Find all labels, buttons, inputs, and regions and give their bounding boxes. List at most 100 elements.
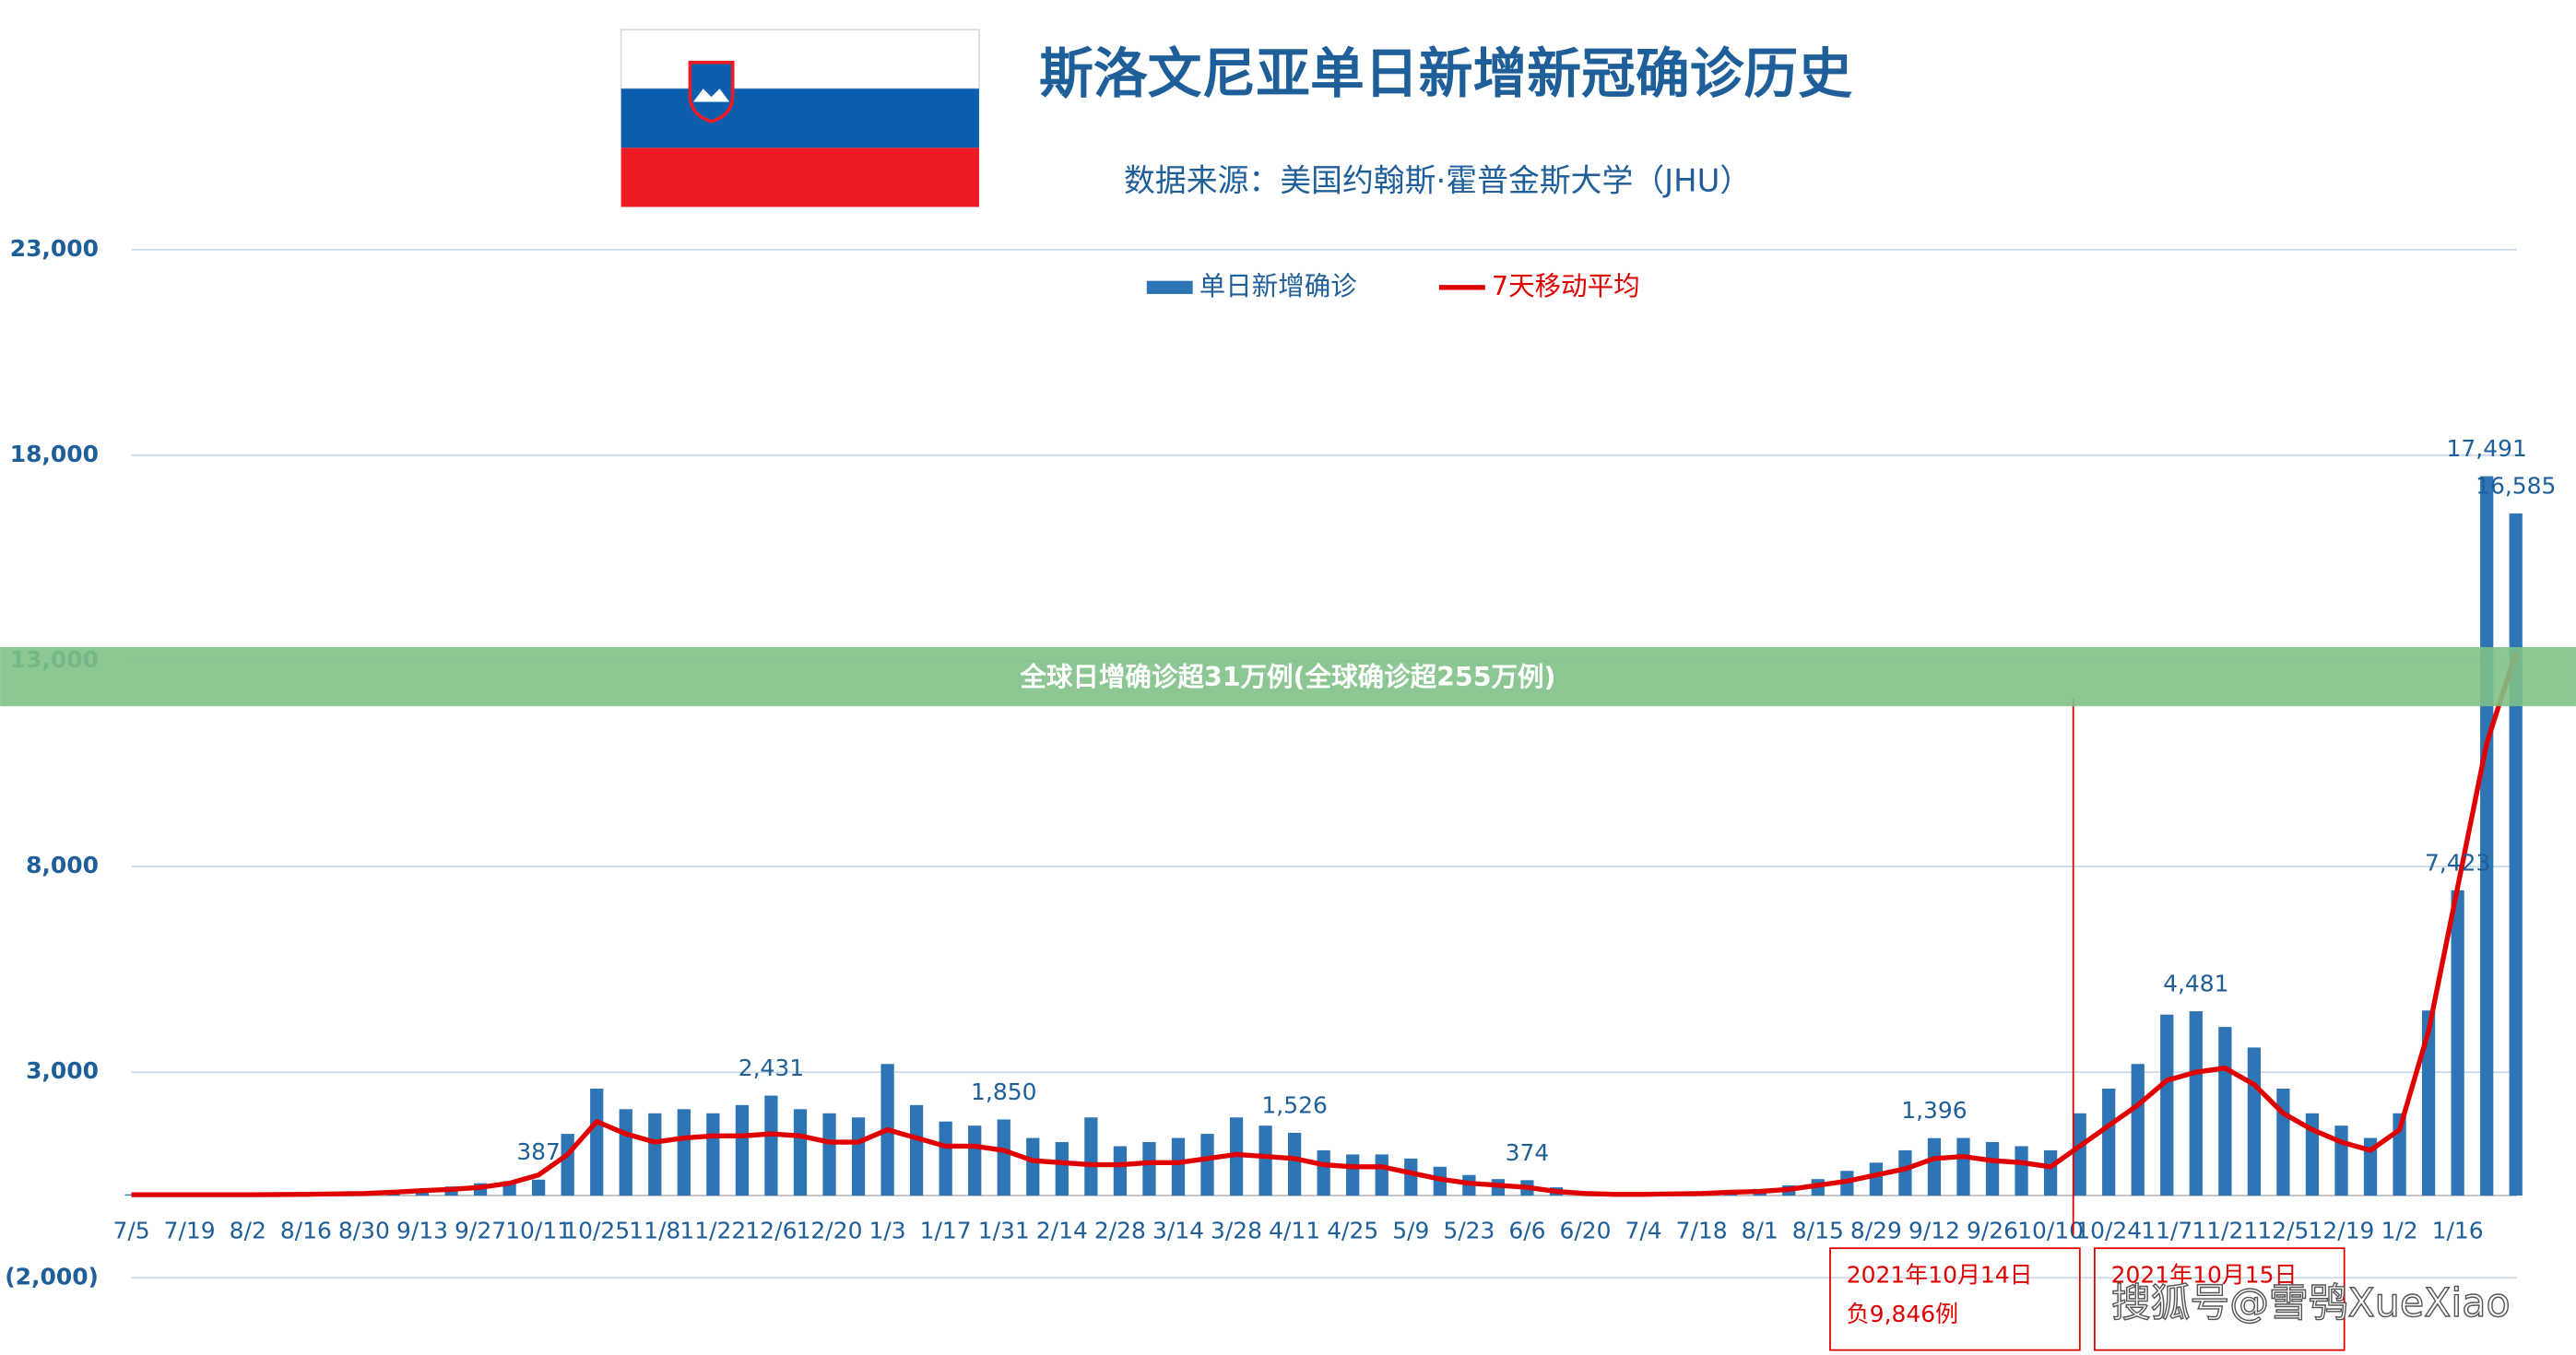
bar [677, 1109, 691, 1196]
bar [1956, 1137, 1970, 1196]
bar [1869, 1162, 1884, 1196]
bar [939, 1121, 952, 1196]
x-tick-label: 11/21 [2192, 1217, 2258, 1243]
y-tick-label: 8,000 [26, 852, 99, 878]
annotation-box [1829, 1247, 2081, 1351]
x-tick-label: 1/31 [978, 1217, 1030, 1243]
bar [910, 1104, 924, 1196]
data-label: 374 [1506, 1139, 1550, 1166]
bar [2276, 1089, 2290, 1196]
bar [793, 1109, 808, 1196]
x-tick-label: 3/14 [1152, 1217, 1204, 1243]
x-tick-label: 9/26 [1967, 1217, 2018, 1243]
bar [2218, 1027, 2232, 1196]
bar [2451, 890, 2464, 1196]
legend-swatch [1146, 280, 1193, 294]
y-tick-label: 18,000 [10, 441, 99, 467]
x-tick-label: 8/2 [230, 1217, 266, 1243]
data-label: 1,850 [971, 1078, 1036, 1105]
bar [2247, 1047, 2262, 1196]
x-tick-label: 3/28 [1211, 1217, 1262, 1243]
chart-title: 斯洛文尼亚单日新增新冠确诊历史 [1039, 41, 1852, 105]
bar [2363, 1137, 2378, 1196]
bar [1404, 1158, 1418, 1196]
x-tick-label: 1/2 [2381, 1217, 2418, 1243]
bar [1084, 1117, 1098, 1196]
x-tick-label: 5/23 [1443, 1217, 1495, 1243]
x-tick-label: 5/9 [1392, 1217, 1429, 1243]
bar [2131, 1064, 2145, 1196]
chart-subtitle: 数据来源：美国约翰斯·霍普金斯大学（JHU） [1124, 162, 1751, 198]
bar [648, 1113, 662, 1196]
x-tick-label: 7/4 [1625, 1217, 1662, 1243]
x-tick-label: 8/1 [1742, 1217, 1778, 1243]
flag [620, 29, 980, 207]
x-tick-label: 12/5 [2257, 1217, 2309, 1243]
bar [1113, 1146, 1128, 1196]
data-label: 4,481 [2163, 971, 2228, 997]
bar [2305, 1113, 2320, 1196]
x-tick-label: 10/25 [563, 1217, 630, 1243]
bar [1258, 1125, 1272, 1196]
x-tick-label: 9/13 [396, 1217, 448, 1243]
watermark: 搜狐号@雪鸮XueXiao [2111, 1280, 2511, 1326]
x-tick-label: 4/25 [1327, 1217, 1378, 1243]
bar [822, 1113, 836, 1196]
bar [851, 1117, 866, 1196]
bar [2189, 1011, 2203, 1196]
bar [2073, 1113, 2086, 1196]
bar [1927, 1137, 1942, 1196]
banner-bar [0, 647, 2576, 707]
bar [1171, 1137, 1186, 1196]
x-tick-label: 7/19 [164, 1217, 216, 1243]
x-tick-label: 1/17 [920, 1217, 972, 1243]
x-tick-label: 9/27 [455, 1217, 506, 1243]
y-tick-label: 23,000 [10, 235, 99, 262]
bar [532, 1179, 546, 1196]
legend-label: 7天移动平均 [1492, 271, 1640, 301]
x-tick-label: 12/20 [797, 1217, 863, 1243]
bar [2480, 476, 2494, 1196]
data-label: 16,585 [2476, 473, 2556, 500]
bar [1026, 1137, 1040, 1196]
x-tick-label: 12/19 [2309, 1217, 2375, 1243]
x-tick-label: 6/20 [1560, 1217, 1612, 1243]
bar [2102, 1089, 2116, 1196]
data-label: 17,491 [2447, 435, 2527, 462]
data-label: 1,396 [1901, 1097, 1967, 1124]
legend-label: 单日新增确诊 [1199, 271, 1357, 301]
bar [2421, 1010, 2436, 1196]
x-tick-label: 6/6 [1508, 1217, 1545, 1243]
bar [2509, 513, 2523, 1196]
bar [1317, 1149, 1330, 1196]
annotation: 负9,846例 [1847, 1301, 1958, 1327]
data-label: 2,431 [739, 1055, 804, 1081]
data-label: 1,526 [1261, 1091, 1327, 1118]
bar [1288, 1132, 1302, 1196]
x-tick-label: 12/6 [745, 1217, 797, 1243]
x-tick-label: 11/8 [629, 1217, 680, 1243]
bar [2043, 1149, 2058, 1196]
x-tick-label: 11/22 [679, 1217, 746, 1243]
x-tick-label: 8/15 [1792, 1217, 1844, 1243]
x-tick-label: 2/28 [1094, 1217, 1146, 1243]
bar [706, 1113, 720, 1196]
x-tick-label: 8/29 [1850, 1217, 1902, 1243]
bar [590, 1089, 604, 1196]
x-tick-label: 8/30 [338, 1217, 390, 1243]
bar [2334, 1125, 2348, 1196]
bar [1200, 1134, 1214, 1196]
x-tick-label: 8/16 [280, 1217, 332, 1243]
bar [1898, 1149, 1912, 1196]
x-tick-label: 10/24 [2075, 1217, 2142, 1243]
bar [1985, 1142, 2000, 1196]
data-label: 387 [516, 1138, 561, 1165]
bar [2160, 1014, 2174, 1196]
bar [1142, 1142, 1156, 1196]
annotation: 2021年10月15日 [2111, 1261, 2298, 1288]
x-tick-label: 9/12 [1908, 1217, 1960, 1243]
bar [1346, 1154, 1360, 1196]
bar [968, 1125, 982, 1196]
bar [2015, 1146, 2028, 1196]
